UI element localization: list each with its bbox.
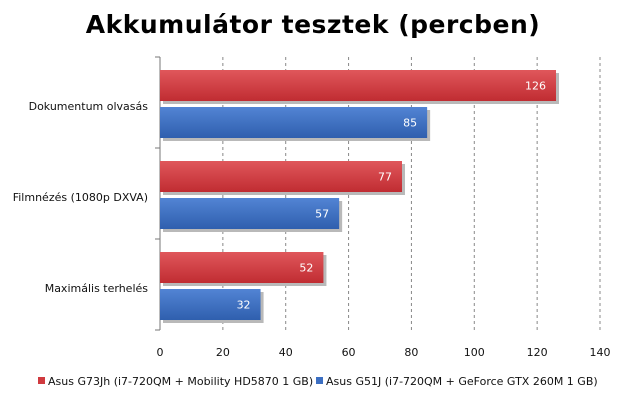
x-tick-label-120: 120 [527,346,548,359]
chart-title: Akkumulátor tesztek (percben) [86,10,540,39]
x-tick-label-0: 0 [157,346,164,359]
bar-s1-c0 [160,107,428,138]
x-tick-label-100: 100 [464,346,485,359]
bar-s1-c1 [160,198,340,229]
x-tick-label-140: 140 [590,346,611,359]
bar-s1-c2 [160,289,261,320]
value-label-s1-c0: 85 [403,117,417,130]
bars [160,70,559,323]
category-label-0: Dokumentum olvasás [29,100,149,113]
bar-s0-c0 [160,70,556,101]
x-tick-label-20: 20 [216,346,230,359]
x-tick-label-40: 40 [279,346,293,359]
legend-label-0: Asus G73Jh (i7-720QM + Mobility HD5870 1… [48,375,313,388]
legend-swatch-0 [38,377,45,384]
bar-s0-c1 [160,161,402,192]
x-tick-label-60: 60 [342,346,356,359]
axes: 0 20 40 60 80 100 120 140 [155,56,611,359]
legend: Asus G73Jh (i7-720QM + Mobility HD5870 1… [38,375,598,388]
legend-label-1: Asus G51J (i7-720QM + GeForce GTX 260M 1… [326,375,598,388]
category-label-2: Maximális terhelés [45,282,149,295]
bar-s0-c2 [160,252,324,283]
value-label-s0-c0: 126 [525,80,546,93]
value-label-s0-c2: 52 [299,262,313,275]
value-label-s1-c1: 57 [315,208,329,221]
labels: Dokumentum olvasás Filmnézés (1080p DXVA)… [13,80,546,312]
value-label-s0-c1: 77 [378,171,392,184]
category-label-1: Filmnézés (1080p DXVA) [13,191,148,204]
x-tick-label-80: 80 [404,346,418,359]
legend-swatch-1 [316,377,323,384]
value-label-s1-c2: 32 [237,299,251,312]
